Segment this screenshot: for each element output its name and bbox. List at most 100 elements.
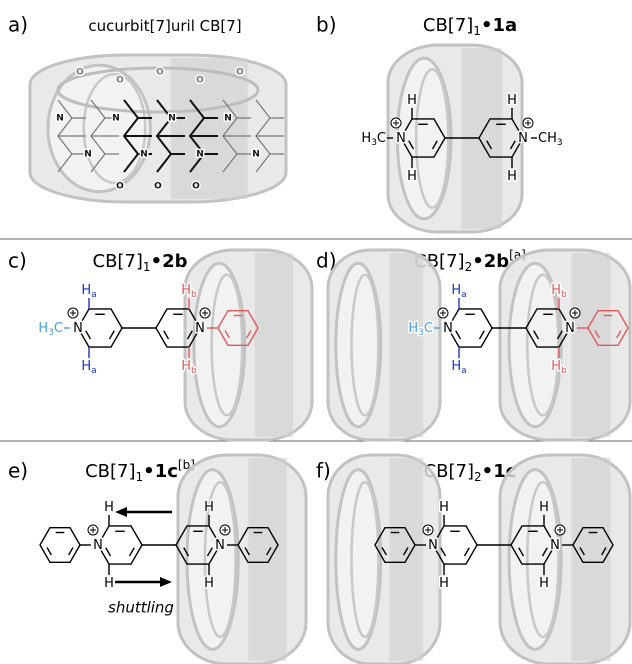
structure-label: N xyxy=(112,114,120,124)
double-bond xyxy=(541,547,548,557)
double-bond xyxy=(408,140,415,150)
text-part: H xyxy=(551,359,561,374)
ring-shade xyxy=(389,253,424,437)
glycoluril xyxy=(90,99,119,173)
atom-label: Hb xyxy=(551,282,567,299)
annotation: shuttling xyxy=(108,599,174,617)
text-part: a xyxy=(461,289,467,299)
text-part: N xyxy=(443,321,453,336)
charge xyxy=(393,120,399,126)
atom-label: N xyxy=(73,321,83,336)
text-part: H xyxy=(181,282,191,297)
text-part: H xyxy=(439,499,449,514)
atom-label: Ha xyxy=(451,282,466,299)
cucurbituril-ring xyxy=(326,248,442,442)
structure-label: N xyxy=(56,114,64,124)
double-bond xyxy=(244,547,250,556)
atom-label: H xyxy=(539,576,549,591)
charge xyxy=(557,527,563,533)
structure-label: O xyxy=(116,182,124,192)
ring xyxy=(237,526,279,564)
text-part: b xyxy=(561,366,567,376)
atom-label: H xyxy=(104,499,114,514)
charge xyxy=(90,527,96,533)
atom-label: N xyxy=(565,321,575,336)
structure-label: N xyxy=(168,114,176,124)
atom-label: H xyxy=(407,92,417,107)
ring-shade xyxy=(254,253,293,437)
structure-label: O xyxy=(196,76,204,86)
atom-label: CH3 xyxy=(538,131,563,148)
panel-label: f) xyxy=(316,459,331,483)
ring xyxy=(447,308,493,348)
structure-label: O xyxy=(192,182,200,192)
text-part: H xyxy=(361,131,371,146)
double-bond xyxy=(183,547,190,557)
text-part: CH xyxy=(538,131,557,146)
atom-label: H3C xyxy=(408,321,433,338)
double-bond xyxy=(509,140,516,150)
ring-opening xyxy=(334,468,383,651)
ring xyxy=(97,525,143,565)
ring-lip xyxy=(350,480,380,639)
double-bond xyxy=(246,330,252,339)
double-bond xyxy=(108,330,115,340)
double-bond xyxy=(616,330,622,339)
text-part: H xyxy=(104,499,114,514)
glycoluril xyxy=(155,99,185,173)
text-part: 1a xyxy=(492,15,517,36)
text-part: H xyxy=(539,576,549,591)
double-bond xyxy=(206,547,213,557)
ring-lip xyxy=(526,480,560,639)
text-part: 1 xyxy=(143,260,151,274)
text-part: H xyxy=(104,576,114,591)
text-part: a xyxy=(461,366,467,376)
charge xyxy=(440,310,446,316)
text-part: C xyxy=(377,131,386,146)
structure-label: O xyxy=(116,76,124,86)
ring-opening xyxy=(185,468,240,651)
text-part: C xyxy=(54,321,63,336)
text-part: H xyxy=(539,499,549,514)
text-part: 3 xyxy=(371,138,377,148)
double-bond xyxy=(46,547,52,556)
text-part: N xyxy=(93,538,103,553)
charge xyxy=(222,527,228,533)
text-part: H xyxy=(181,359,191,374)
arrow-head xyxy=(115,507,127,517)
double-bond xyxy=(266,547,272,556)
text-part: H xyxy=(507,169,517,184)
ring-lip xyxy=(203,480,237,639)
text-part: H xyxy=(408,321,418,336)
panel-title: CB[7]1•1c[b] xyxy=(85,458,195,484)
double-bond xyxy=(455,330,462,340)
ring xyxy=(217,309,259,347)
double-bond xyxy=(440,547,447,557)
structure-label: O xyxy=(154,182,162,192)
text-part: b xyxy=(191,289,197,299)
text-part: H xyxy=(81,282,91,297)
structure-label: N xyxy=(252,150,260,160)
structure-label: O xyxy=(76,68,84,78)
text-part: • xyxy=(143,461,155,482)
glycoluril xyxy=(222,99,251,173)
atom-label: Hb xyxy=(551,359,567,376)
charge xyxy=(525,120,531,126)
structure-label: N xyxy=(140,150,148,160)
double-bond xyxy=(463,547,470,557)
atom-label: H3C xyxy=(361,131,386,148)
double-bond xyxy=(68,547,74,556)
ring-opening xyxy=(46,63,152,194)
double-bond xyxy=(381,547,387,556)
ring xyxy=(587,309,629,347)
text-part: b xyxy=(561,289,567,299)
panel-title: CB[7]1•1a xyxy=(423,15,517,38)
ring xyxy=(572,526,614,564)
atom-label: Ha xyxy=(81,282,96,299)
text-part: N xyxy=(550,538,560,553)
text-part: 2b xyxy=(162,251,188,272)
atom-label: N xyxy=(428,538,438,553)
text-part: • xyxy=(472,251,484,272)
atom-label: N xyxy=(93,538,103,553)
